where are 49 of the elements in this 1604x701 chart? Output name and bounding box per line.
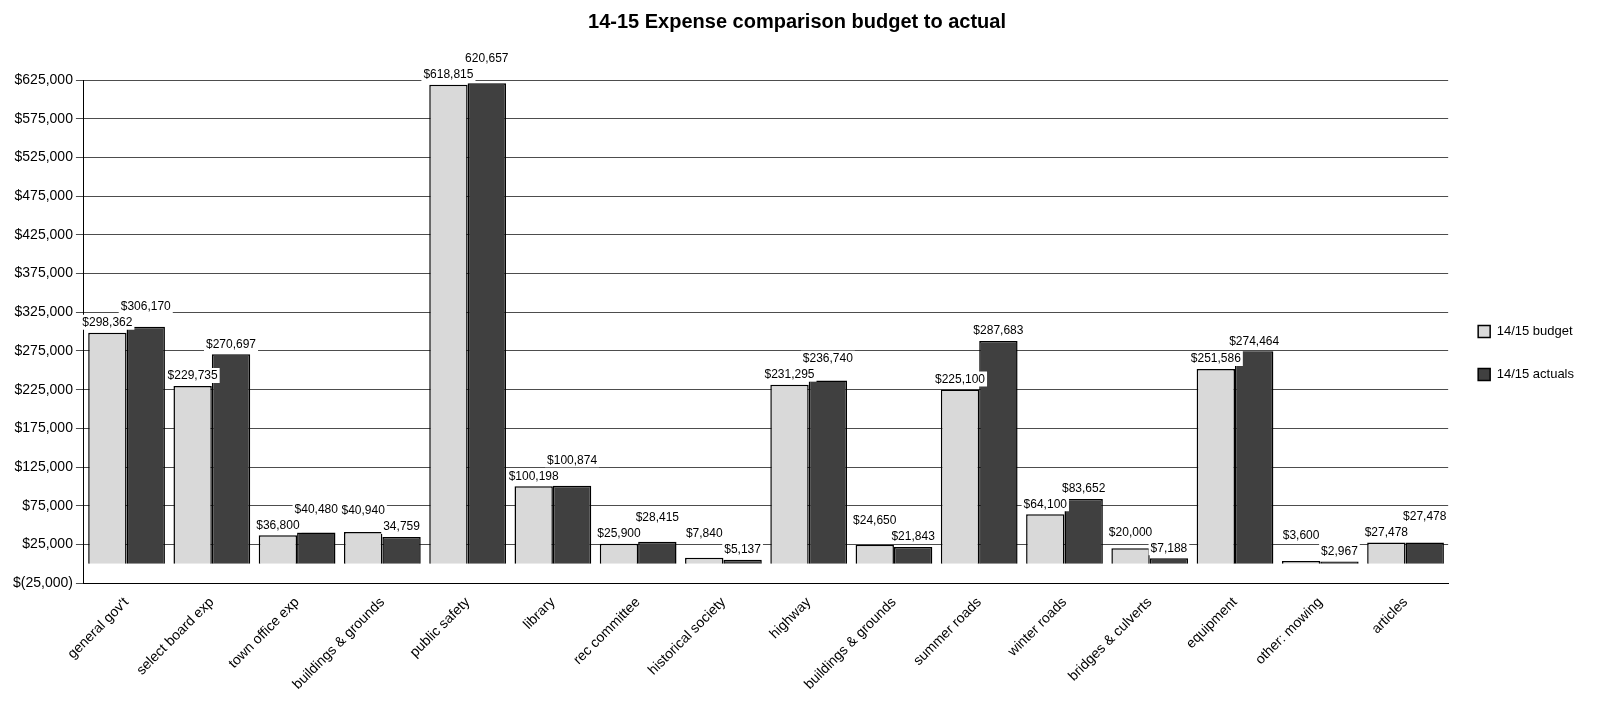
data-label: $27,478 [1364,524,1409,539]
data-label: $306,170 [120,299,172,314]
y-tick-label: $575,000 [14,109,74,126]
data-label: $274,464 [1229,333,1280,348]
y-tick-label: $425,000 [14,225,74,242]
y-tick-label: $75,000 [22,496,74,513]
data-label: $298,362 [82,315,133,330]
data-label: $28,415 [635,510,680,525]
data-label: $83,652 [1061,480,1106,495]
data-label: $64,100 [1023,496,1068,511]
y-tick-label: $325,000 [14,303,74,320]
data-label: $25,900 [597,526,641,541]
data-label: 620,657 [465,51,509,66]
legend-label: 14/15 budget [1496,323,1573,339]
y-tick-label: $25,000 [22,535,74,552]
data-label: $2,967 [1321,543,1359,558]
data-label: 34,759 [383,519,421,534]
y-tick-label: $125,000 [14,457,74,474]
y-tick-label: $625,000 [14,70,74,87]
legend-label: 14/15 actuals [1496,366,1575,382]
data-label: $24,650 [853,513,897,528]
data-label: $40,480 [294,501,339,516]
data-label: $229,735 [167,368,218,383]
data-label: $7,840 [685,526,723,541]
data-label: $5,137 [724,542,762,557]
y-tick-label: $375,000 [14,264,74,281]
y-tick-label: $475,000 [14,186,74,203]
data-label: $270,697 [205,336,257,351]
y-tick-label: $175,000 [14,419,74,436]
data-label: $251,586 [1190,351,1242,366]
data-label: $36,800 [256,517,300,532]
y-tick-label: $525,000 [14,148,74,165]
data-label: $3,600 [1282,527,1320,542]
data-label: $21,843 [891,529,936,544]
data-label: $225,100 [934,371,986,386]
data-label: $236,740 [802,351,854,366]
data-label: $287,683 [973,323,1024,338]
y-tick-label: $225,000 [14,380,74,397]
data-label: $27,478 [1403,508,1447,523]
chart-title: 14-15 Expense comparison budget to actual [588,9,1006,32]
y-tick-label: $(25,000) [12,574,73,591]
data-label: $40,940 [341,503,386,518]
data-label: $618,815 [423,67,474,82]
data-label: $20,000 [1108,524,1153,539]
data-label: $100,874 [547,452,598,467]
y-tick-label: $275,000 [14,341,74,358]
data-label: $100,198 [508,468,560,483]
data-label: $7,188 [1150,540,1188,555]
data-label: $231,295 [764,367,815,382]
